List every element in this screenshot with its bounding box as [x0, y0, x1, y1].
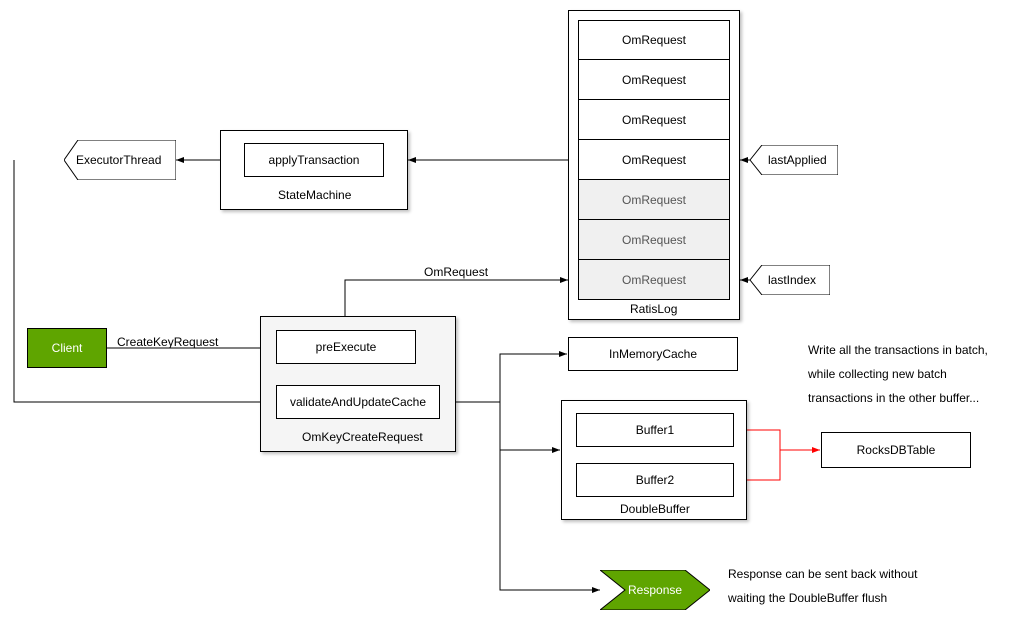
- response-note: Response can be sent back without waitin…: [728, 562, 958, 610]
- ratis-log-rows: OmRequest OmRequest OmRequest OmRequest …: [578, 20, 730, 300]
- in-memory-cache-label: InMemoryCache: [609, 347, 697, 361]
- om-key-create-label: OmKeyCreateRequest: [302, 430, 423, 444]
- client-label: Client: [52, 341, 83, 355]
- create-key-request-label: CreateKeyRequest: [117, 335, 218, 349]
- log-row-label: OmRequest: [622, 73, 686, 87]
- log-row-label: OmRequest: [622, 33, 686, 47]
- executor-thread-label: ExecutorThread: [76, 153, 161, 167]
- apply-transaction-label: applyTransaction: [269, 153, 360, 167]
- validate-update-node: validateAndUpdateCache: [276, 385, 440, 419]
- log-row: OmRequest: [578, 60, 730, 100]
- log-row: OmRequest: [578, 220, 730, 260]
- om-request-edge-label: OmRequest: [424, 265, 488, 279]
- ratis-log-label: RatisLog: [630, 302, 677, 316]
- client-node: Client: [27, 328, 107, 368]
- last-applied-label: lastApplied: [768, 153, 827, 167]
- log-row: OmRequest: [578, 140, 730, 180]
- in-memory-cache-node: InMemoryCache: [568, 337, 738, 371]
- log-row-label: OmRequest: [622, 233, 686, 247]
- log-row-label: OmRequest: [622, 193, 686, 207]
- log-row-label: OmRequest: [622, 273, 686, 287]
- log-row: OmRequest: [578, 20, 730, 60]
- last-index-label: lastIndex: [768, 273, 816, 287]
- connectors: [0, 0, 1010, 644]
- pre-execute-node: preExecute: [276, 330, 416, 364]
- double-buffer-label: DoubleBuffer: [620, 502, 690, 516]
- rocksdb-table-node: RocksDBTable: [821, 432, 971, 468]
- state-machine-label: StateMachine: [278, 188, 351, 202]
- response-label: Response: [628, 583, 682, 597]
- log-row: OmRequest: [578, 260, 730, 300]
- log-row: OmRequest: [578, 100, 730, 140]
- buffer2-label: Buffer2: [636, 473, 674, 487]
- buffer1-label: Buffer1: [636, 423, 674, 437]
- log-row-label: OmRequest: [622, 153, 686, 167]
- log-row: OmRequest: [578, 180, 730, 220]
- buffer1-node: Buffer1: [576, 413, 734, 447]
- pre-execute-label: preExecute: [316, 340, 377, 354]
- apply-transaction-node: applyTransaction: [244, 143, 384, 177]
- log-row-label: OmRequest: [622, 113, 686, 127]
- rocksdb-note: Write all the transactions in batch, whi…: [808, 338, 1008, 410]
- buffer2-node: Buffer2: [576, 463, 734, 497]
- rocksdb-table-label: RocksDBTable: [857, 443, 936, 457]
- validate-update-label: validateAndUpdateCache: [290, 395, 426, 409]
